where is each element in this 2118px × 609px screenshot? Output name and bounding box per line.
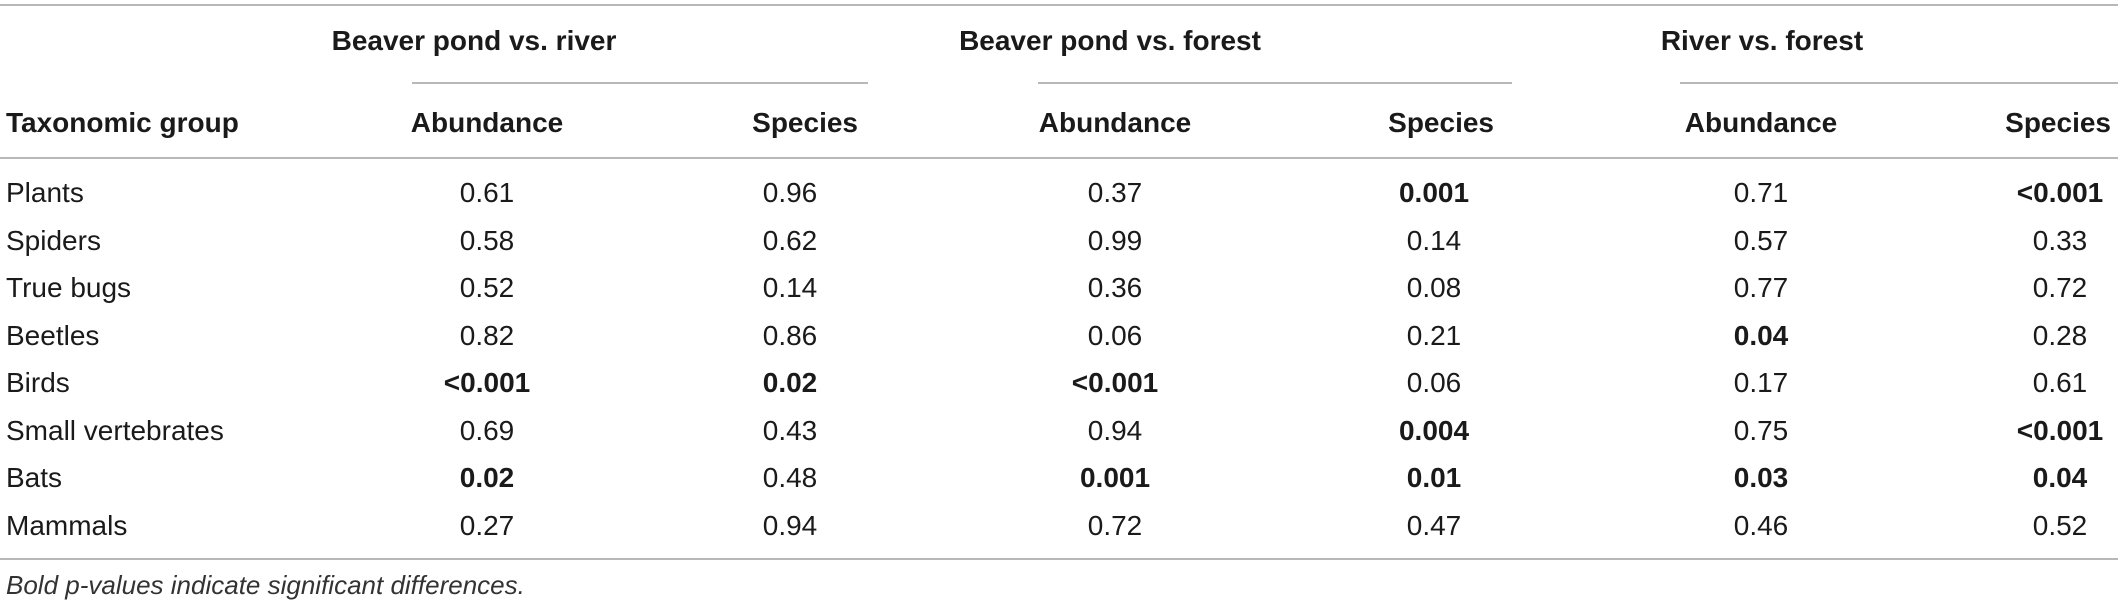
table-cell: 0.21	[1406, 319, 1462, 351]
table-cell: 0.47	[1406, 509, 1462, 541]
table-cell: 0.004	[1398, 414, 1470, 446]
table-cell: 0.27	[459, 509, 515, 541]
group-rule-river-forest	[1680, 82, 2118, 84]
table-cell: 0.06	[1406, 367, 1462, 398]
table-cell: 0.61	[2032, 367, 2088, 398]
group-rule-pond-forest	[1038, 82, 1512, 84]
table-cell: <0.001	[2016, 177, 2104, 208]
table-cell: 0.57	[1733, 224, 1789, 256]
col-head-species-2: Species	[1388, 107, 1494, 138]
table-cell: 0.99	[1087, 224, 1143, 256]
group-rule-pond-river	[412, 82, 868, 84]
table-cell: 0.36	[1087, 272, 1143, 303]
row-label: Spiders	[6, 224, 101, 256]
table-cell: 0.06	[1087, 319, 1143, 351]
table-cell: 0.94	[762, 509, 818, 541]
row-label: Bats	[6, 462, 63, 493]
table-cell: 0.28	[2032, 319, 2088, 351]
row-label: Small vertebrates	[6, 414, 224, 446]
table-cell: 0.02	[459, 462, 515, 493]
table-cell: 0.82	[459, 319, 515, 351]
row-label: Mammals	[6, 509, 128, 541]
table-footnote: Bold p-values indicate significant diffe…	[6, 570, 525, 600]
table-cell: 0.86	[762, 319, 818, 351]
table-top-rule	[0, 4, 2118, 6]
table-cell: 0.72	[2032, 272, 2088, 303]
table-cell: 0.001	[1079, 462, 1151, 493]
table-cell: 0.02	[762, 367, 818, 398]
group-header-pond-river: Beaver pond vs. river	[331, 25, 617, 56]
table-cell: 0.01	[1406, 462, 1462, 493]
table-cell: 0.46	[1733, 509, 1789, 541]
table-cell: 0.14	[762, 272, 818, 303]
col-head-species-1: Species	[752, 107, 858, 138]
table-cell: 0.001	[1398, 177, 1470, 208]
table-cell: 0.17	[1733, 367, 1789, 398]
table-cell: 0.58	[459, 224, 515, 256]
table-cell: 0.37	[1087, 177, 1143, 208]
col-head-abundance-2: Abundance	[1038, 107, 1192, 138]
table-cell: 0.04	[1733, 319, 1789, 351]
table-bottom-rule	[0, 558, 2118, 560]
table-cell: <0.001	[1071, 367, 1159, 398]
table-cell: 0.72	[1087, 509, 1143, 541]
table-cell: 0.08	[1406, 272, 1462, 303]
table-cell: 0.33	[2032, 224, 2088, 256]
row-label: Plants	[6, 177, 84, 208]
col-head-species-3: Species	[2005, 107, 2111, 138]
table-cell: 0.52	[2032, 509, 2088, 541]
table-cell: 0.69	[459, 414, 515, 446]
group-header-pond-forest: Beaver pond vs. forest	[959, 25, 1261, 56]
row-label: Birds	[6, 367, 70, 398]
table-cell: 0.04	[2032, 462, 2088, 493]
table-cell: 0.43	[762, 414, 818, 446]
table-cell: 0.61	[459, 177, 515, 208]
col-head-abundance-1: Abundance	[410, 107, 564, 138]
row-label: Beetles	[6, 319, 100, 351]
table-cell: 0.48	[762, 462, 818, 493]
row-label: True bugs	[6, 272, 132, 303]
table-cell: 0.14	[1406, 224, 1462, 256]
col-head-taxonomic-group: Taxonomic group	[6, 107, 239, 138]
table-header-rule	[0, 157, 2118, 159]
col-head-abundance-3: Abundance	[1684, 107, 1838, 138]
table-cell: 0.62	[762, 224, 818, 256]
table-cell: 0.75	[1733, 414, 1789, 446]
table-cell: 0.71	[1733, 177, 1789, 208]
table-cell: 0.77	[1733, 272, 1789, 303]
table-cell: 0.94	[1087, 414, 1143, 446]
table-cell: 0.03	[1733, 462, 1789, 493]
table-cell: 0.96	[762, 177, 818, 208]
group-header-river-forest: River vs. forest	[1660, 25, 1864, 56]
table-cell: <0.001	[2016, 414, 2104, 446]
table-cell: 0.52	[459, 272, 515, 303]
table-cell: <0.001	[443, 367, 531, 398]
